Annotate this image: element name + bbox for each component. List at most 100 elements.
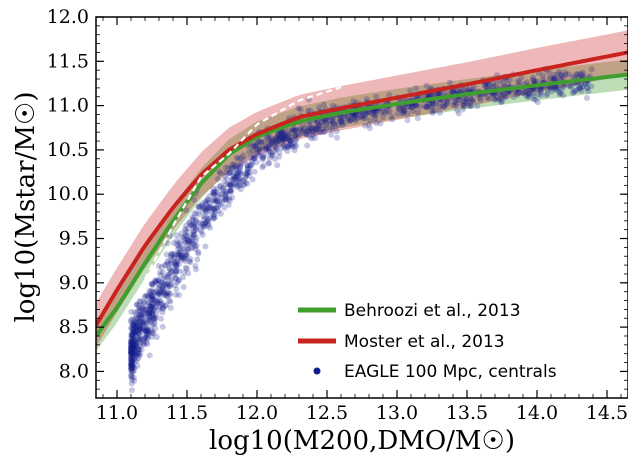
eagle-point bbox=[131, 325, 138, 332]
eagle-point bbox=[284, 148, 291, 155]
eagle-point bbox=[128, 339, 135, 346]
eagle-point bbox=[160, 305, 166, 312]
eagle-point bbox=[134, 316, 141, 323]
eagle-point bbox=[578, 83, 585, 90]
eagle-point bbox=[137, 350, 144, 357]
eagle-point bbox=[556, 88, 563, 95]
eagle-point bbox=[259, 156, 266, 163]
eagle-point bbox=[128, 361, 135, 367]
eagle-point bbox=[128, 341, 134, 347]
eagle-point bbox=[283, 132, 290, 139]
eagle-point bbox=[514, 90, 521, 97]
eagle-point bbox=[165, 271, 172, 278]
eagle-point bbox=[234, 176, 241, 183]
eagle-point bbox=[166, 283, 173, 290]
eagle-point bbox=[172, 274, 179, 281]
eagle-point bbox=[164, 293, 171, 299]
eagle-point bbox=[129, 357, 136, 364]
eagle-point bbox=[197, 202, 204, 209]
eagle-point bbox=[155, 277, 162, 284]
eagle-point bbox=[195, 250, 202, 257]
eagle-point bbox=[210, 212, 217, 219]
eagle-point bbox=[278, 144, 285, 151]
eagle-point bbox=[549, 84, 556, 91]
eagle-point bbox=[135, 337, 142, 344]
eagle-point bbox=[154, 289, 161, 296]
eagle-point bbox=[176, 268, 183, 275]
eagle-point bbox=[464, 98, 471, 105]
eagle-point bbox=[347, 117, 353, 124]
eagle-point bbox=[246, 172, 253, 179]
eagle-point bbox=[141, 307, 148, 314]
eagle-point bbox=[272, 138, 279, 145]
eagle-point bbox=[265, 145, 272, 152]
eagle-point bbox=[382, 109, 389, 116]
eagle-point bbox=[131, 350, 138, 357]
eagle-point bbox=[188, 222, 195, 229]
eagle-point bbox=[189, 214, 196, 221]
moster-line bbox=[96, 50, 628, 327]
eagle-point bbox=[131, 367, 137, 374]
eagle-point bbox=[309, 128, 316, 135]
eagle-point bbox=[203, 206, 210, 213]
eagle-point bbox=[292, 126, 299, 133]
eagle-point bbox=[529, 74, 536, 81]
eagle-point bbox=[140, 310, 147, 317]
eagle-point bbox=[134, 349, 141, 356]
eagle-point bbox=[132, 339, 139, 346]
eagle-point bbox=[449, 88, 456, 95]
eagle-point bbox=[129, 335, 136, 342]
eagle-point bbox=[365, 109, 372, 116]
eagle-point bbox=[130, 345, 137, 351]
eagle-point bbox=[228, 182, 235, 189]
eagle-point bbox=[129, 368, 136, 375]
eagle-point bbox=[160, 288, 167, 294]
eagle-point bbox=[454, 88, 461, 95]
eagle-point bbox=[532, 78, 539, 85]
eagle-point bbox=[227, 169, 234, 176]
eagle-point bbox=[567, 83, 574, 89]
eagle-point bbox=[365, 121, 372, 128]
eagle-point bbox=[280, 137, 287, 143]
eagle-point bbox=[135, 327, 142, 334]
eagle-point bbox=[172, 259, 179, 266]
eagle-point bbox=[244, 180, 251, 187]
eagle-point bbox=[262, 146, 269, 152]
eagle-point bbox=[351, 116, 358, 122]
eagle-point bbox=[352, 117, 359, 124]
eagle-point bbox=[266, 147, 272, 154]
eagle-point bbox=[136, 335, 143, 341]
eagle-point bbox=[437, 109, 443, 116]
eagle-point bbox=[289, 127, 296, 134]
eagle-point bbox=[128, 317, 134, 324]
eagle-point bbox=[128, 355, 134, 361]
eagle-point bbox=[164, 240, 171, 247]
eagle-point bbox=[143, 306, 150, 313]
eagle-point bbox=[226, 195, 233, 202]
eagle-point bbox=[133, 352, 140, 359]
eagle-point bbox=[155, 290, 162, 297]
eagle-point bbox=[171, 282, 178, 289]
eagle-point bbox=[373, 93, 380, 100]
eagle-point bbox=[226, 170, 233, 177]
eagle-point bbox=[447, 79, 453, 86]
eagle-point bbox=[176, 254, 182, 261]
eagle-point bbox=[304, 128, 311, 135]
eagle-point bbox=[444, 100, 451, 107]
eagle-point bbox=[441, 102, 448, 109]
eagle-point bbox=[200, 204, 207, 211]
eagle-point bbox=[160, 305, 167, 312]
eagle-point bbox=[131, 364, 138, 371]
eagle-point bbox=[184, 241, 191, 248]
eagle-point bbox=[173, 275, 180, 282]
eagle-point bbox=[190, 221, 197, 228]
eagle-point bbox=[414, 115, 421, 122]
eagle-point bbox=[492, 96, 498, 102]
eagle-point bbox=[341, 114, 348, 121]
eagle-point bbox=[308, 135, 315, 142]
eagle-point bbox=[179, 252, 186, 259]
eagle-point bbox=[129, 343, 135, 350]
eagle-point bbox=[142, 334, 149, 341]
eagle-point bbox=[162, 290, 169, 297]
